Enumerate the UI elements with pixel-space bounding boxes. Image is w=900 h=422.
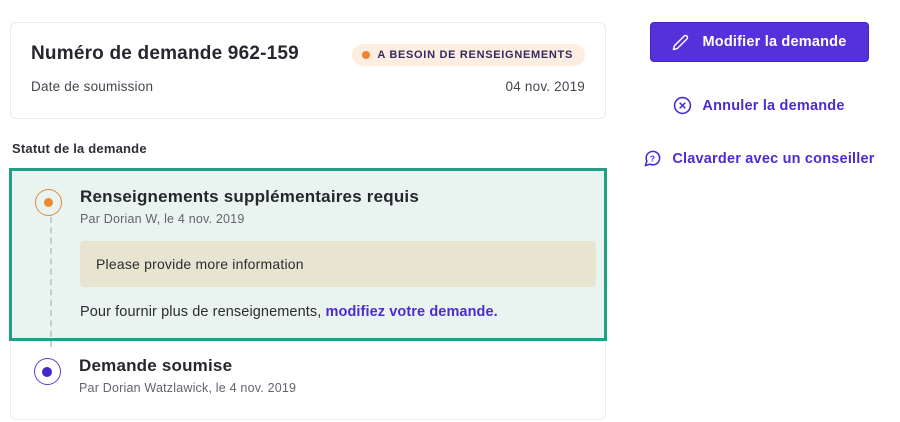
pencil-icon xyxy=(672,34,689,51)
timeline-item-body: Renseignements supplémentaires requis Pa… xyxy=(70,187,596,320)
chat-advisor-link-label: Clavarder avec un conseiller xyxy=(672,150,875,167)
timeline-marker xyxy=(25,356,69,395)
timeline-dot-purple-icon xyxy=(33,358,61,385)
current-status-highlight: Renseignements supplémentaires requis Pa… xyxy=(9,168,607,341)
timeline-item-submitted: Demande soumise Par Dorian Watzlawick, l… xyxy=(11,341,605,419)
modify-request-link[interactable]: modifiez votre demande. xyxy=(325,304,498,320)
timeline-item-meta: Par Dorian Watzlawick, le 4 nov. 2019 xyxy=(79,381,297,395)
advisor-note-box: Please provide more information xyxy=(80,241,596,287)
timeline-item-title: Demande soumise xyxy=(79,356,233,375)
status-dot-icon xyxy=(362,51,371,59)
main-column: Numéro de demande 962-159 A BESOIN DE RE… xyxy=(9,22,607,420)
timeline-connector-line xyxy=(50,217,52,347)
edit-request-button-label: Modifier la demande xyxy=(702,34,847,50)
request-number-title: Numéro de demande 962-159 xyxy=(31,43,299,64)
status-badge: A BESOIN DE RENSEIGNEMENTS xyxy=(352,44,585,66)
chat-advisor-link[interactable]: ? Clavarder avec un conseiller xyxy=(643,149,874,168)
advisor-note-text: Please provide more information xyxy=(96,256,304,272)
edit-request-button[interactable]: Modifier la demande xyxy=(649,22,869,62)
submission-date-label: Date de soumission xyxy=(31,79,154,94)
cancel-request-link[interactable]: Annuler la demande xyxy=(673,96,844,115)
status-section-label: Statut de la demande xyxy=(12,141,147,156)
chat-question-icon: ? xyxy=(643,149,662,168)
summary-date-row: Date de soumission 04 nov. 2019 xyxy=(31,79,585,94)
timeline-dot-orange-icon xyxy=(34,189,62,216)
timeline-item-title: Renseignements supplémentaires requis xyxy=(80,187,420,206)
submission-date-value: 04 nov. 2019 xyxy=(505,79,585,94)
timeline-item-info-required: Renseignements supplémentaires requis Pa… xyxy=(26,187,596,320)
actions-column: Modifier la demande Annuler la demande ?… xyxy=(639,22,879,420)
action-instruction: Pour fournir plus de renseignements, mod… xyxy=(80,304,596,320)
request-summary-card: Numéro de demande 962-159 A BESOIN DE RE… xyxy=(10,22,606,119)
x-circle-icon xyxy=(673,96,692,115)
status-badge-label: A BESOIN DE RENSEIGNEMENTS xyxy=(377,49,573,61)
action-instruction-prefix: Pour fournir plus de renseignements, xyxy=(80,304,326,320)
cancel-request-link-label: Annuler la demande xyxy=(702,97,845,114)
status-timeline-card: Renseignements supplémentaires requis Pa… xyxy=(9,168,607,420)
summary-header-row: Numéro de demande 962-159 A BESOIN DE RE… xyxy=(31,43,585,66)
timeline-item-meta: Par Dorian W, le 4 nov. 2019 xyxy=(80,212,245,226)
timeline-item-body: Demande soumise Par Dorian Watzlawick, l… xyxy=(69,356,587,395)
svg-text:?: ? xyxy=(650,153,655,163)
timeline-marker xyxy=(26,187,70,320)
